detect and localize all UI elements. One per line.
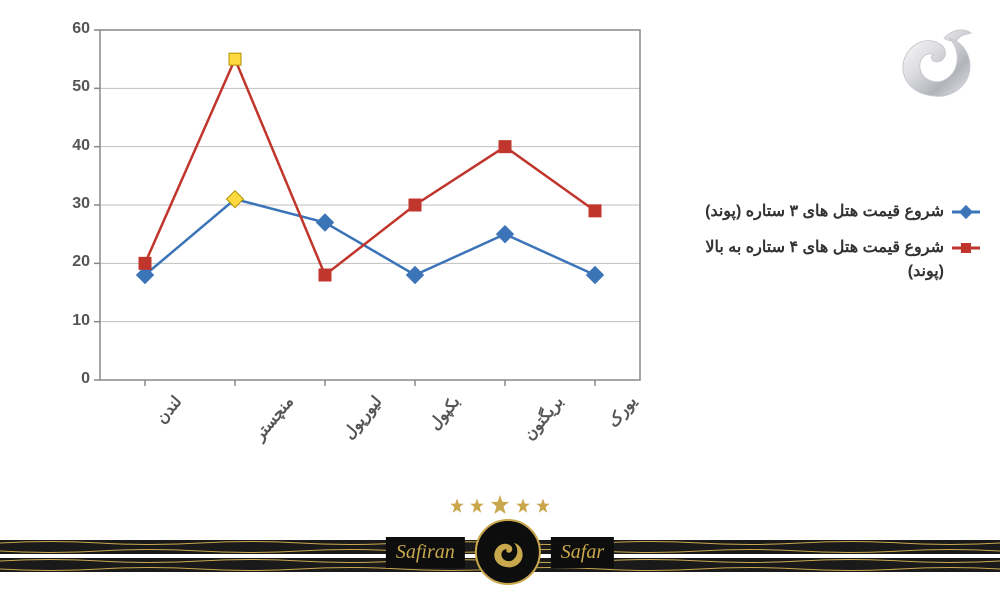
y-tick-label: 0 bbox=[60, 370, 90, 388]
y-tick-label: 30 bbox=[60, 195, 90, 213]
banner-center: Safiran Safar bbox=[386, 519, 614, 585]
y-tick-label: 20 bbox=[60, 253, 90, 271]
brand-emblem-circle bbox=[475, 519, 541, 585]
y-tick-label: 40 bbox=[60, 137, 90, 155]
brand-banner: Safiran Safar bbox=[0, 520, 1000, 575]
brand-word-left: Safiran bbox=[386, 537, 465, 568]
chart-legend: شروع قیمت هتل های ۳ ستاره (پوند) شروع قی… bbox=[680, 200, 980, 296]
y-tick-label: 10 bbox=[60, 312, 90, 330]
y-tick-label: 50 bbox=[60, 78, 90, 96]
y-tick-label: 60 bbox=[60, 20, 90, 38]
brand-word-right: Safar bbox=[551, 537, 614, 568]
legend-marker-4star bbox=[952, 236, 980, 260]
banner-stars bbox=[448, 497, 552, 517]
legend-label-4star: شروع قیمت هتل های ۴ ستاره به بالا (پوند) bbox=[680, 236, 944, 284]
legend-item-4star: شروع قیمت هتل های ۴ ستاره به بالا (پوند) bbox=[680, 236, 980, 284]
legend-item-3star: شروع قیمت هتل های ۳ ستاره (پوند) bbox=[680, 200, 980, 224]
legend-marker-3star bbox=[952, 200, 980, 224]
legend-label-3star: شروع قیمت هتل های ۳ ستاره (پوند) bbox=[705, 200, 944, 224]
